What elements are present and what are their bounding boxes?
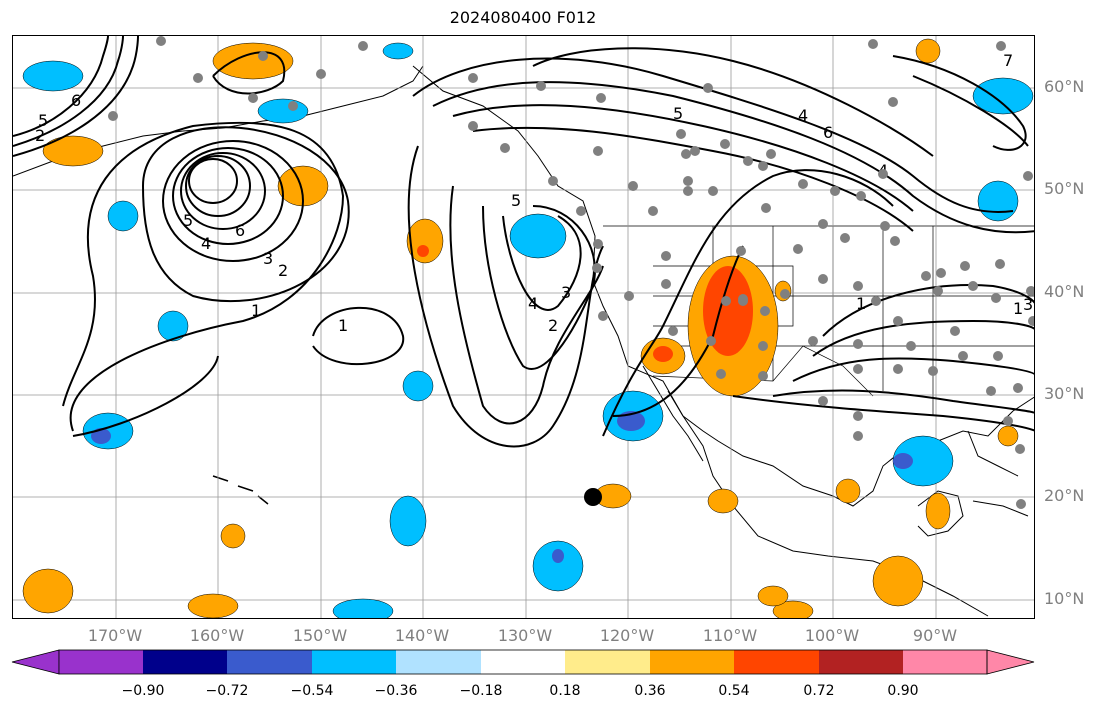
colorbar-tick: 0.72 — [803, 683, 835, 699]
contour-lines — [13, 36, 1034, 448]
contour-label: 5 — [673, 104, 683, 123]
contour-label: 6 — [71, 91, 81, 110]
lat-label: 30°N — [1044, 384, 1085, 403]
shaded-regions — [22, 38, 1034, 618]
contour-label: 4 — [798, 106, 808, 125]
lat-label: 20°N — [1044, 486, 1085, 505]
colorbar-segment — [819, 650, 903, 674]
contour-label: 2 — [548, 316, 558, 335]
station-dots — [108, 36, 1034, 509]
coastline-yucatan — [917, 490, 964, 537]
lat-label: 50°N — [1044, 179, 1085, 198]
contour-label: 1 — [251, 301, 261, 320]
colorbar-border — [58, 649, 988, 675]
colorbar-extend-left — [11, 649, 60, 675]
contour-label: 5 — [183, 211, 193, 230]
colorbar-segment — [650, 650, 734, 674]
colorbar-tick: −0.36 — [374, 683, 418, 699]
colorbar-tick: 0.90 — [887, 683, 919, 699]
colorbar-segment — [481, 650, 565, 674]
contour-label: 1 — [1013, 299, 1023, 318]
colorbar-tick: −0.54 — [290, 683, 334, 699]
colorbar-segment — [59, 650, 143, 674]
map-canvas: 1 1 1 1 2 2 2 3 3 3 4 4 4 4 5 5 5 5 6 6 … — [13, 36, 1034, 618]
colorbar-segment — [312, 650, 396, 674]
chart-title: 2024080400 F012 — [449, 8, 597, 27]
colorbar-segment — [227, 650, 312, 674]
lon-label: 130°W — [497, 626, 553, 645]
colorbar-extend-right — [986, 649, 1035, 675]
colorbar-tick: −0.90 — [121, 683, 165, 699]
lon-label: 170°W — [87, 626, 143, 645]
colorbar-segment — [143, 650, 227, 674]
colorbar-tick: 0.18 — [549, 683, 581, 699]
colorbar-tick: 0.54 — [718, 683, 750, 699]
contour-label: 1 — [856, 294, 866, 313]
lon-label: 160°W — [189, 626, 245, 645]
lat-label: 10°N — [1044, 589, 1085, 608]
contour-label: 2 — [278, 261, 288, 280]
contour-label: 4 — [528, 294, 538, 313]
lon-label: 150°W — [292, 626, 348, 645]
colorbar-tick: −0.18 — [459, 683, 503, 699]
colorbar-tick: −0.72 — [205, 683, 249, 699]
lon-label: 110°W — [702, 626, 758, 645]
contour-label: 3 — [1023, 295, 1033, 314]
contour-label: 4 — [201, 234, 211, 253]
contour-label: 3 — [263, 249, 273, 268]
contour-label: 6 — [823, 123, 833, 142]
coastline-baja — [642, 365, 704, 462]
map-panel: 1 1 1 1 2 2 2 3 3 3 4 4 4 4 5 5 5 5 6 6 … — [12, 35, 1035, 619]
lon-label: 100°W — [804, 626, 860, 645]
colorbar-segment — [903, 650, 987, 674]
hawaii-islands — [212, 475, 269, 505]
storm-marker — [584, 488, 602, 506]
colorbar-segment — [396, 650, 481, 674]
lon-label: 120°W — [599, 626, 655, 645]
lon-label: 90°W — [912, 626, 958, 645]
colorbar — [11, 649, 1035, 675]
colorbar-segment — [565, 650, 650, 674]
lat-label: 40°N — [1044, 282, 1085, 301]
contour-label: 7 — [1003, 51, 1013, 70]
contour-label: 5 — [511, 191, 521, 210]
contour-label: 3 — [561, 283, 571, 302]
contour-label: 2 — [35, 126, 45, 145]
colorbar-segment — [734, 650, 819, 674]
coastline-florida-cuba — [967, 430, 1029, 517]
contour-label: 6 — [235, 221, 245, 240]
contour-label: 1 — [338, 316, 348, 335]
colorbar-tick: 0.36 — [634, 683, 666, 699]
lat-label: 60°N — [1044, 77, 1085, 96]
contour-label: 5 — [38, 111, 48, 130]
lon-label: 140°W — [394, 626, 450, 645]
